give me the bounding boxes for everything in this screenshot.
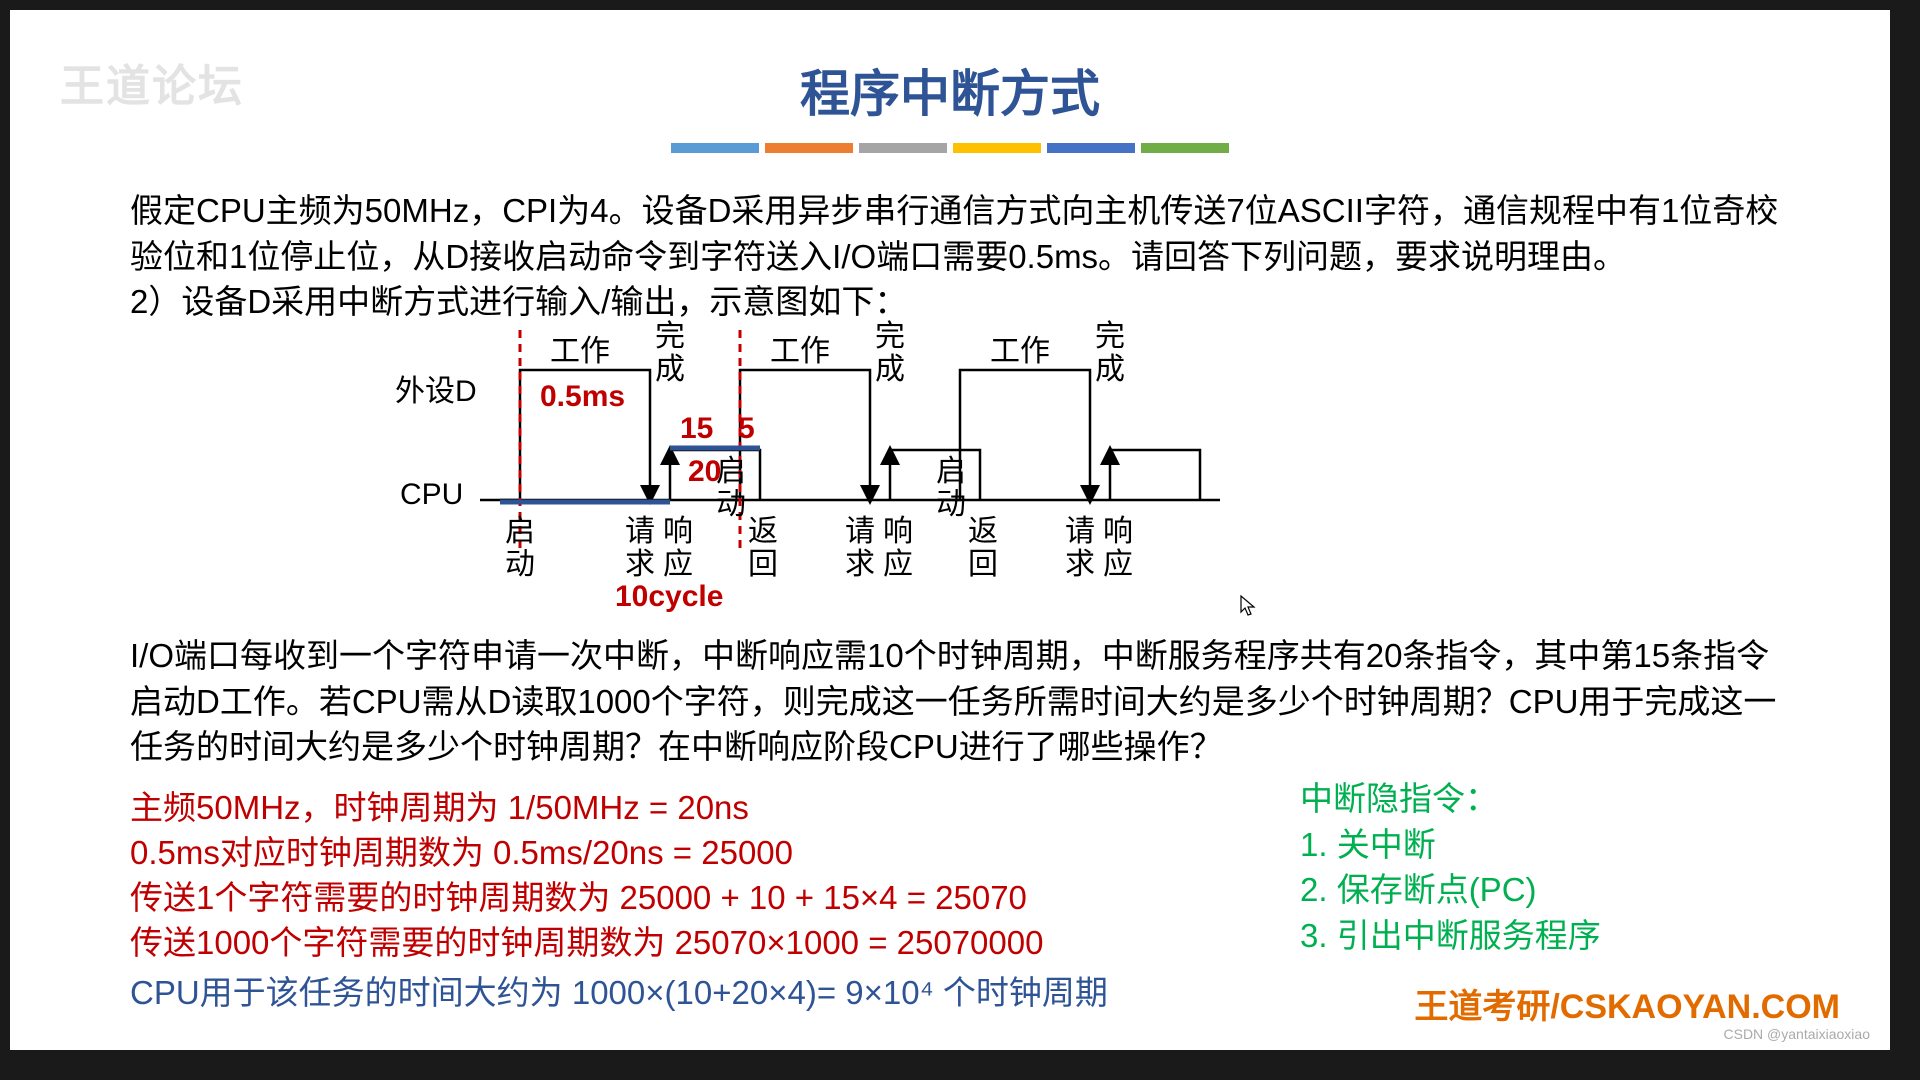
- resp-label-1: 响 应: [663, 515, 693, 581]
- done-label-2: 完 成: [875, 320, 905, 386]
- start-label-3: 启 动: [936, 455, 966, 521]
- interrupt-item-2: 2. 保存断点(PC): [1300, 867, 1601, 913]
- done-label-1: 完 成: [655, 320, 685, 386]
- cpu-row-label: CPU: [400, 478, 463, 511]
- slide-title: 程序中断方式: [10, 54, 1890, 126]
- interrupt-list: 中断隐指令： 1. 关中断 2. 保存断点(PC) 3. 引出中断服务程序: [1300, 776, 1601, 958]
- timing-diagram: 外设D CPU 工作 完 成 工作 完 成 工作 完 成 启 动 请 求 响 应…: [400, 320, 1460, 610]
- calc-line-5: CPU用于该任务的时间大约为 1000×(10+20×4)= 9×10⁴ 个时钟…: [130, 970, 1108, 1016]
- done-label-3: 完 成: [1095, 320, 1125, 386]
- start-label-1: 启 动: [505, 515, 535, 581]
- question-text: I/O端口每收到一个字符申请一次中断，中断响应需10个时钟周期，中断服务程序共有…: [130, 633, 1790, 770]
- interrupt-item-1: 1. 关中断: [1300, 822, 1601, 868]
- anno-10cycle: 10cycle: [615, 580, 723, 613]
- anno-5: 5: [738, 412, 755, 445]
- interrupt-item-3: 3. 引出中断服务程序: [1300, 913, 1601, 959]
- problem-line-1: 假定CPU主频为50MHz，CPI为4。设备D采用异步串行通信方式向主机传送7位…: [130, 192, 1778, 275]
- req-label-2: 请 求: [845, 515, 875, 581]
- anno-20: 20: [688, 455, 721, 488]
- mouse-cursor-icon: [1240, 595, 1256, 617]
- resp-label-2: 响 应: [883, 515, 913, 581]
- req-label-3: 请 求: [1065, 515, 1095, 581]
- anno-halfms: 0.5ms: [540, 380, 625, 413]
- calc-line-1: 主频50MHz，时钟周期为 1/50MHz = 20ns: [130, 785, 749, 831]
- device-row-label: 外设D: [395, 375, 477, 408]
- calc-line-2: 0.5ms对应时钟周期数为 0.5ms/20ns = 25000: [130, 830, 793, 876]
- req-label-1: 请 求: [625, 515, 655, 581]
- problem-line-2: 2）设备D采用中断方式进行输入/输出，示意图如下：: [130, 283, 907, 320]
- accent-bars: [10, 140, 1890, 158]
- ret-label-2: 返 回: [968, 515, 998, 581]
- work-label-2: 工作: [770, 335, 830, 368]
- work-label-1: 工作: [550, 335, 610, 368]
- interrupt-title: 中断隐指令：: [1300, 776, 1601, 822]
- ret-label-1: 返 回: [748, 515, 778, 581]
- slide: 王道论坛 程序中断方式 假定CPU主频为50MHz，CPI为4。设备D采用异步串…: [10, 10, 1890, 1050]
- work-label-3: 工作: [990, 335, 1050, 368]
- footer-source: 王道考研/CSKAOYAN.COM: [1414, 979, 1840, 1028]
- resp-label-3: 响 应: [1103, 515, 1133, 581]
- calc-line-3: 传送1个字符需要的时钟周期数为 25000 + 10 + 15×4 = 2507…: [130, 875, 1027, 921]
- csdn-watermark: CSDN @yantaixiaoxiao: [1724, 1026, 1871, 1042]
- anno-15: 15: [680, 412, 713, 445]
- problem-statement: 假定CPU主频为50MHz，CPI为4。设备D采用异步串行通信方式向主机传送7位…: [130, 188, 1790, 325]
- calc-line-4: 传送1000个字符需要的时钟周期数为 25070×1000 = 25070000: [130, 920, 1043, 966]
